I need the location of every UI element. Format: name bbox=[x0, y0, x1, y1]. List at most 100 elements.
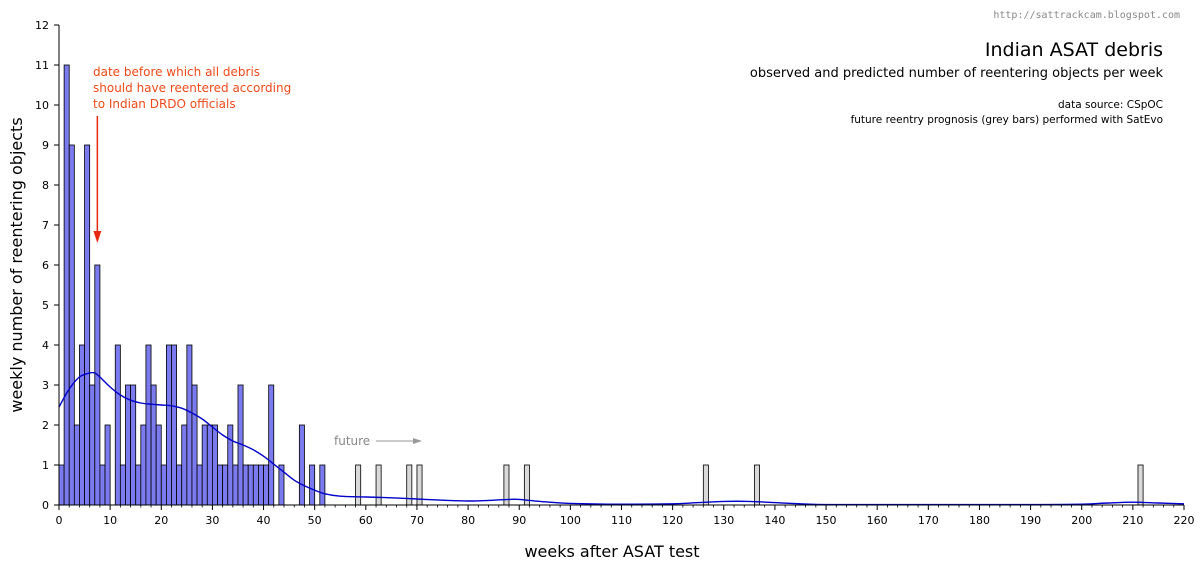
observed-bar bbox=[130, 384, 137, 506]
y-tick-label: 8 bbox=[42, 179, 49, 192]
observed-bar bbox=[171, 344, 178, 506]
predicted-bar bbox=[702, 464, 709, 506]
y-tick-label: 12 bbox=[35, 19, 49, 32]
annotation-line-2: should have reentered according bbox=[93, 81, 291, 95]
x-tick-label: 50 bbox=[308, 514, 322, 527]
observed-bar bbox=[227, 424, 234, 506]
x-tick-label: 170 bbox=[918, 514, 939, 527]
observed-bar bbox=[217, 464, 224, 506]
x-tick-label: 190 bbox=[1020, 514, 1041, 527]
observed-bar bbox=[150, 384, 157, 506]
observed-bar bbox=[222, 464, 229, 506]
annotation-arrow bbox=[93, 116, 102, 243]
prognosis-note: future reentry prognosis (grey bars) per… bbox=[851, 114, 1163, 126]
observed-bar bbox=[104, 424, 111, 506]
x-tick-label: 220 bbox=[1174, 514, 1195, 527]
x-tick-label: 140 bbox=[764, 514, 785, 527]
chart-title: Indian ASAT debris bbox=[985, 39, 1163, 61]
y-axis-title: weekly number of reentering objects bbox=[7, 117, 26, 412]
y-tick-label: 9 bbox=[42, 139, 49, 152]
observed-bar bbox=[186, 344, 193, 506]
y-tick-label: 11 bbox=[35, 59, 49, 72]
x-tick-label: 130 bbox=[713, 514, 734, 527]
observed-bar bbox=[263, 464, 270, 506]
observed-bar bbox=[99, 464, 106, 506]
future-label: future bbox=[334, 434, 370, 448]
watermark: http://sattrackcam.blogspot.com bbox=[993, 10, 1180, 21]
chart-subtitle: observed and predicted number of reenter… bbox=[750, 66, 1164, 81]
x-tick-label: 40 bbox=[257, 514, 271, 527]
observed-bar bbox=[181, 424, 188, 506]
future-arrow bbox=[376, 438, 422, 444]
observed-bar bbox=[191, 384, 198, 506]
x-tick-label: 100 bbox=[560, 514, 581, 527]
predicted-bar bbox=[355, 464, 362, 506]
observed-bar bbox=[212, 424, 218, 506]
predicted-bar bbox=[754, 464, 760, 506]
x-tick-label: 150 bbox=[816, 514, 837, 527]
x-tick-label: 110 bbox=[611, 514, 632, 527]
observed-bar bbox=[165, 344, 172, 506]
annotation-line-3: to Indian DRDO officials bbox=[93, 97, 236, 111]
observed-bar bbox=[242, 464, 249, 506]
observed-bar bbox=[258, 464, 264, 506]
observed-bar bbox=[73, 424, 80, 506]
x-tick-label: 200 bbox=[1071, 514, 1092, 527]
observed-bar bbox=[268, 384, 275, 506]
y-tick-label: 7 bbox=[42, 219, 49, 232]
x-tick-label: 60 bbox=[359, 514, 373, 527]
x-tick-label: 30 bbox=[205, 514, 219, 527]
y-tick-label: 2 bbox=[42, 419, 49, 432]
observed-bar bbox=[125, 384, 131, 506]
predicted-bar bbox=[1137, 464, 1144, 506]
data-source-label: data source: CSpOC bbox=[1058, 99, 1163, 111]
x-axis-title: weeks after ASAT test bbox=[524, 542, 699, 561]
observed-bar bbox=[89, 384, 96, 506]
observed-bar bbox=[206, 424, 213, 506]
annotation-line-1: date before which all debris bbox=[93, 65, 260, 79]
observed-bar bbox=[114, 344, 121, 506]
predicted-bar bbox=[375, 464, 382, 506]
observed-bar bbox=[84, 144, 91, 506]
y-tick-label: 6 bbox=[42, 259, 49, 272]
x-tick-label: 10 bbox=[103, 514, 117, 527]
observed-bar bbox=[63, 64, 70, 506]
observed-bar bbox=[196, 464, 203, 506]
observed-bar bbox=[319, 464, 326, 506]
observed-bar bbox=[201, 424, 208, 506]
future-arrow-head bbox=[413, 438, 422, 444]
x-ticks-group: 0 10 20 30 40 50 60 70 80 90 100 110 120 130 140 150 160… bbox=[56, 505, 1195, 527]
observed-bar bbox=[252, 464, 259, 506]
y-tick-label: 0 bbox=[42, 499, 49, 512]
observed-bar bbox=[140, 424, 147, 506]
x-tick-label: 20 bbox=[154, 514, 168, 527]
x-tick-label: 90 bbox=[512, 514, 526, 527]
observed-bar bbox=[58, 464, 65, 506]
observed-bar bbox=[94, 264, 101, 506]
observed-bar bbox=[68, 144, 75, 506]
annotation-arrow-head bbox=[93, 231, 102, 243]
x-tick-label: 120 bbox=[662, 514, 683, 527]
observed-bar bbox=[247, 464, 254, 506]
observed-bar bbox=[79, 344, 85, 506]
observed-bar bbox=[145, 344, 152, 506]
observed-bar bbox=[232, 464, 239, 506]
y-tick-label: 1 bbox=[42, 459, 49, 472]
y-tick-label: 4 bbox=[42, 339, 49, 352]
observed-bar bbox=[155, 424, 162, 506]
x-tick-label: 210 bbox=[1122, 514, 1143, 527]
y-tick-label: 5 bbox=[42, 299, 49, 312]
x-tick-label: 80 bbox=[461, 514, 475, 527]
x-tick-label: 160 bbox=[867, 514, 888, 527]
observed-bar bbox=[298, 424, 305, 506]
observed-bar bbox=[160, 464, 167, 506]
y-tick-label: 10 bbox=[35, 99, 49, 112]
x-tick-label: 70 bbox=[410, 514, 424, 527]
bars-group bbox=[58, 64, 1144, 506]
x-tick-label: 180 bbox=[969, 514, 990, 527]
observed-bar bbox=[135, 464, 142, 506]
x-tick-label: 0 bbox=[56, 514, 63, 527]
observed-bar bbox=[119, 464, 126, 506]
